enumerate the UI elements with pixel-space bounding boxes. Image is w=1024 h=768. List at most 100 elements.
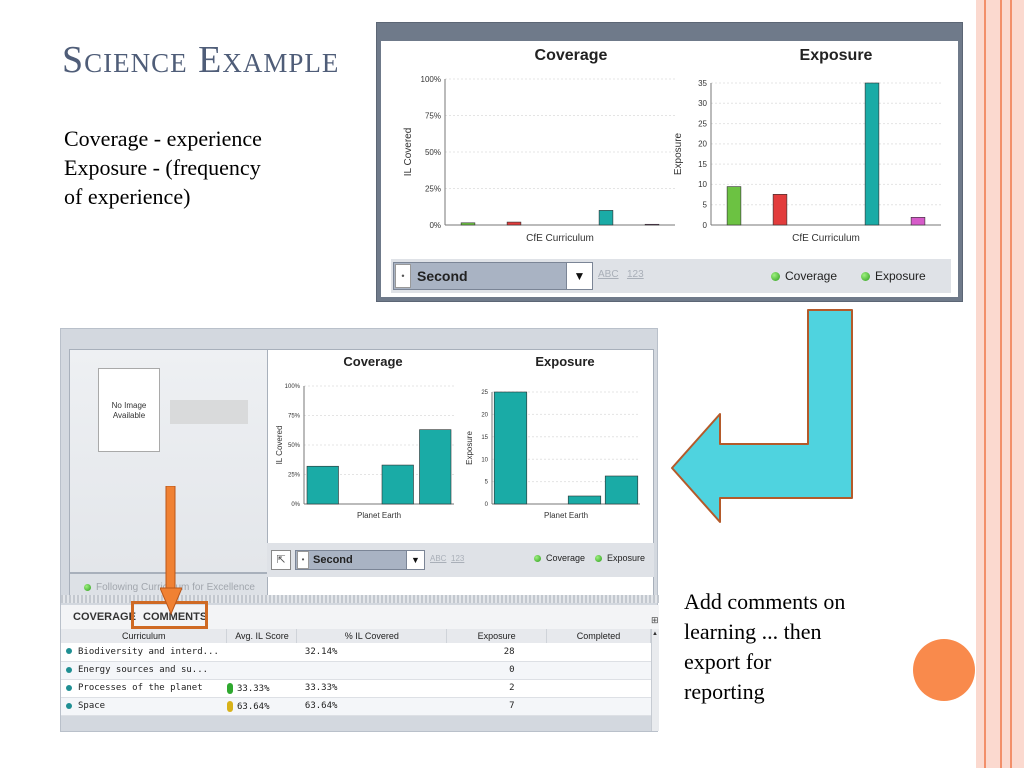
bar[interactable] bbox=[419, 429, 452, 505]
dropdown-value: Second bbox=[313, 554, 353, 566]
cell-avg-score bbox=[226, 661, 297, 680]
cell-avg-score: 63.64% bbox=[226, 697, 297, 716]
cell-exposure: 2 bbox=[446, 679, 547, 698]
cell-completed bbox=[546, 697, 651, 716]
column-header[interactable]: Exposure bbox=[446, 629, 548, 643]
avg-score-value: 33.33% bbox=[236, 683, 270, 694]
slide-title: Science Example bbox=[62, 39, 340, 81]
y-tick-label: 25 bbox=[481, 390, 488, 396]
tab-coverage[interactable]: COVERAGE bbox=[73, 611, 136, 623]
bar[interactable] bbox=[910, 217, 926, 226]
note-line: Add comments on bbox=[684, 589, 846, 614]
table-scrollbar[interactable]: ⊞ ▲ bbox=[651, 615, 659, 731]
y-tick-label: 20 bbox=[698, 140, 707, 149]
table-row[interactable]: Space 63.64% 63.64% 7 bbox=[61, 697, 651, 716]
legend-exposure[interactable]: Exposure bbox=[595, 553, 645, 563]
cell-covered: 33.33% bbox=[296, 679, 447, 698]
chart-controls: • Second ▼ ABC 123 Coverage Exposure bbox=[391, 259, 951, 293]
curriculum-name: Energy sources and su... bbox=[78, 665, 209, 675]
coverage-chart-title: Coverage bbox=[343, 354, 403, 369]
y-tick-label: 5 bbox=[485, 480, 489, 486]
cell-curriculum: Biodiversity and interd... bbox=[61, 643, 227, 662]
bullet-icon: • bbox=[297, 551, 309, 569]
tab-comments[interactable]: COMMENTS bbox=[143, 611, 208, 623]
bar[interactable] bbox=[306, 465, 339, 505]
chevron-down-icon[interactable]: ▼ bbox=[406, 551, 424, 569]
cell-completed bbox=[546, 679, 651, 698]
legend-exposure-label: Exposure bbox=[875, 269, 926, 283]
cell-avg-score bbox=[226, 643, 297, 662]
x-axis-label: CfE Curriculum bbox=[526, 233, 594, 244]
y-tick-label: 20 bbox=[481, 413, 488, 419]
chevron-down-icon[interactable]: ▼ bbox=[566, 263, 592, 289]
exposure-chart: 0 5 10 15 20 25 30 35 CfE Curriculum Exposure bbox=[673, 79, 941, 244]
y-tick-label: 75% bbox=[425, 111, 441, 120]
legend-coverage[interactable]: Coverage bbox=[771, 269, 837, 283]
bar[interactable] bbox=[598, 210, 614, 226]
chart-area: Coverage Exposure 0% 25% 50% 75% 100% CfE Cur… bbox=[381, 41, 958, 297]
cell-curriculum: Processes of the planet bbox=[61, 679, 227, 698]
y-tick-label: 50% bbox=[425, 148, 441, 157]
x-axis-label: Planet Earth bbox=[544, 511, 588, 520]
bar[interactable] bbox=[460, 222, 476, 226]
legend-coverage-label: Coverage bbox=[546, 553, 586, 563]
legend-exposure[interactable]: Exposure bbox=[861, 269, 926, 283]
level-dropdown[interactable]: • Second ▼ bbox=[295, 550, 425, 570]
legend-coverage[interactable]: Coverage bbox=[534, 553, 585, 563]
bar[interactable] bbox=[567, 495, 602, 505]
bar[interactable] bbox=[644, 223, 660, 226]
bullet-icon bbox=[66, 648, 72, 655]
table-menu-icon[interactable]: ⊞ bbox=[651, 615, 659, 625]
bar[interactable] bbox=[604, 475, 639, 505]
curriculum-name: Biodiversity and interd... bbox=[78, 646, 219, 657]
cell-completed bbox=[546, 643, 651, 662]
green-dot-icon bbox=[771, 271, 780, 281]
cell-covered bbox=[296, 661, 447, 680]
abc-link[interactable]: ABC bbox=[598, 269, 619, 280]
abc-link[interactable]: ABC bbox=[430, 554, 447, 563]
slide-note: Add comments on learning ... then export… bbox=[684, 587, 894, 707]
cell-exposure: 28 bbox=[446, 643, 547, 662]
y-tick-label: 75% bbox=[288, 414, 301, 420]
y-tick-label: 30 bbox=[698, 99, 707, 108]
table-row[interactable]: Energy sources and su... 0 bbox=[61, 661, 651, 680]
bar[interactable] bbox=[772, 193, 788, 226]
dropdown-value: Second bbox=[417, 268, 468, 284]
description-line: of experience) bbox=[64, 184, 191, 209]
bar[interactable] bbox=[381, 464, 414, 505]
splitter-handle[interactable] bbox=[61, 595, 659, 603]
numeric-link[interactable]: 123 bbox=[451, 554, 465, 563]
legend-coverage-label: Coverage bbox=[785, 269, 838, 283]
table-row[interactable]: Biodiversity and interd... 32.14% 28 bbox=[61, 643, 651, 662]
bar[interactable] bbox=[493, 391, 528, 505]
orange-arrow-icon bbox=[160, 486, 182, 616]
y-tick-label: 5 bbox=[703, 201, 708, 210]
numeric-link[interactable]: 123 bbox=[627, 269, 644, 280]
y-tick-label: 100% bbox=[285, 384, 301, 390]
slide-description: Coverage - experience Exposure - (freque… bbox=[64, 124, 354, 211]
y-tick-label: 35 bbox=[698, 79, 707, 88]
bullet-icon bbox=[66, 684, 72, 691]
avg-score-value: 63.64% bbox=[236, 701, 270, 712]
y-tick-label: 0% bbox=[291, 502, 300, 508]
cell-completed bbox=[546, 661, 651, 680]
column-header[interactable]: Avg. IL Score bbox=[226, 629, 298, 643]
column-header[interactable]: Completed bbox=[546, 629, 651, 643]
bar[interactable] bbox=[726, 186, 742, 226]
level-dropdown[interactable]: • Second ▼ bbox=[393, 262, 593, 290]
scroll-up-icon[interactable]: ▲ bbox=[652, 631, 658, 637]
bar[interactable] bbox=[506, 221, 522, 226]
bar[interactable] bbox=[864, 82, 880, 226]
note-line: export for bbox=[684, 649, 772, 674]
bottom-screenshot: No Image Available Following Curriculum … bbox=[60, 328, 659, 732]
chart-controls: ⇱ • Second ▼ ABC 123 Coverage Exposure bbox=[267, 543, 654, 577]
y-tick-label: 100% bbox=[421, 75, 441, 84]
bookmark-icon[interactable]: ⇱ bbox=[271, 550, 291, 570]
green-dot-icon bbox=[861, 271, 870, 281]
cell-exposure: 0 bbox=[446, 661, 547, 680]
column-header[interactable]: % IL Covered bbox=[296, 629, 448, 643]
y-tick-label: 50% bbox=[288, 443, 301, 449]
column-header[interactable]: Curriculum bbox=[61, 629, 228, 643]
x-axis-label: CfE Curriculum bbox=[792, 233, 860, 244]
table-row[interactable]: Processes of the planet 33.33% 33.33% 2 bbox=[61, 679, 651, 698]
